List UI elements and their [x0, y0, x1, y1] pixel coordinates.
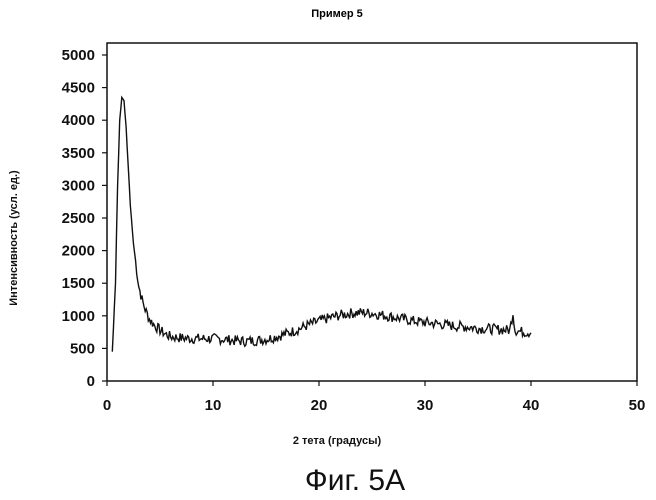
plot-frame [107, 43, 637, 381]
data-series-line [112, 97, 531, 351]
x-tick-label: 20 [311, 397, 328, 414]
x-tick-label: 40 [523, 397, 540, 414]
y-tick-label: 1500 [62, 275, 95, 292]
figure-caption: Фиг. 5А [305, 464, 405, 497]
chart-title: Пример 5 [311, 8, 363, 20]
y-tick-label: 500 [70, 340, 95, 357]
y-tick-label: 3000 [62, 177, 95, 194]
y-tick-label: 2500 [62, 210, 95, 227]
y-tick-label: 4500 [62, 80, 95, 97]
x-tick-label: 10 [205, 397, 222, 414]
x-tick-label: 30 [417, 397, 434, 414]
y-axis-label: Интенсивность (усл. ед.) [8, 170, 20, 306]
x-axis-label: 2 тета (градусы) [293, 435, 382, 447]
y-tick-label: 0 [87, 373, 95, 390]
y-tick-label: 3500 [62, 145, 95, 162]
x-tick-label: 50 [629, 397, 646, 414]
y-tick-label: 1000 [62, 308, 95, 325]
y-axis: 0 500 1000 1500 2000 2500 3000 3500 4000 4500 5000 [62, 47, 107, 390]
y-tick-label: 5000 [62, 47, 95, 64]
x-tick-label: 0 [103, 397, 111, 414]
y-tick-label: 2000 [62, 243, 95, 260]
y-tick-label: 4000 [62, 112, 95, 129]
x-axis: 0 10 20 30 40 50 [103, 381, 646, 414]
